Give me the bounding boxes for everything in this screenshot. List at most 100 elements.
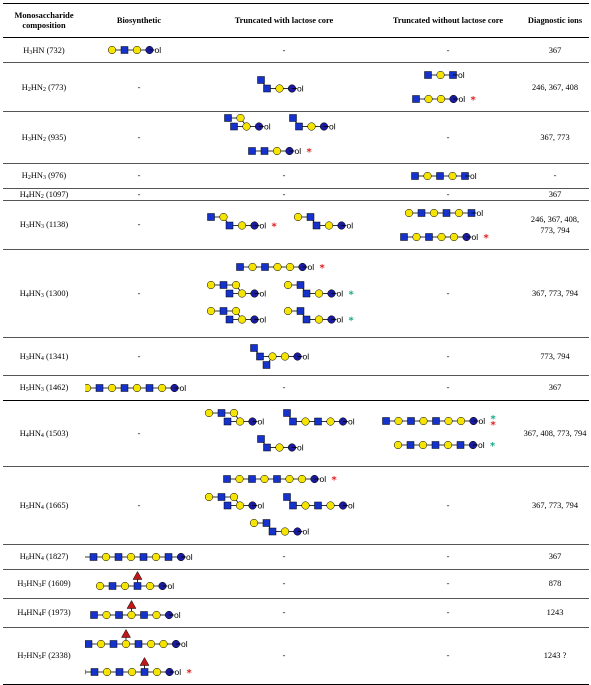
composition-hex: H: [19, 428, 26, 438]
glcnac-square-icon: [261, 146, 269, 155]
biosynthetic-cell: ol: [85, 598, 193, 627]
empty-dash: -: [282, 651, 286, 660]
composition-hex-count: 2: [27, 86, 31, 93]
composition-hexnac-count: 4: [40, 556, 44, 562]
glcnac-square-icon: [262, 443, 271, 452]
galactose-circle-icon: [159, 639, 168, 648]
diagnostic-ions-cell: 367, 773: [521, 112, 589, 164]
galactose-circle-icon: [437, 94, 446, 104]
marker-asterisk-icon: *: [490, 441, 496, 452]
glycan-structure: ol *: [283, 306, 355, 327]
composition-cell: H3HN3 (1138): [3, 200, 85, 249]
empty-dash: -: [137, 82, 141, 92]
glcnac-square-icon: [263, 360, 271, 369]
glcnac-square-icon: [436, 171, 444, 180]
table-row: H3HN2 (935) - ol ol ol * - 367, 773: [3, 112, 589, 164]
glcnac-square-icon: [411, 171, 419, 180]
fucose-triangle-icon: [126, 599, 136, 609]
reducing-end-label: ol: [259, 221, 266, 231]
galactose-circle-icon: [96, 639, 106, 648]
galactose-circle-icon: [103, 667, 112, 676]
composition-hex-count: 3: [25, 224, 29, 230]
composition-cell: H6HN4 (1827): [3, 544, 85, 569]
galactose-circle-icon: [457, 416, 466, 426]
fucose-triangle-icon: [132, 570, 143, 580]
biosynthetic-cell: -: [85, 400, 193, 466]
glcnac-square-icon: [306, 213, 315, 221]
empty-dash: -: [446, 500, 450, 510]
glycan-structure: ol *: [400, 232, 489, 244]
without-core-cell: -: [375, 466, 521, 544]
without-core-cell: ol: [375, 163, 521, 188]
galactose-circle-icon: [393, 440, 402, 450]
composition-cell: H3HN2 (935): [3, 112, 85, 164]
empty-dash: -: [137, 351, 141, 361]
galactose-circle-icon: [281, 527, 290, 536]
reducing-end-label: ol: [175, 667, 182, 677]
glycan-structure: ol: [256, 435, 304, 453]
diagnostic-ions-value: 367: [548, 552, 562, 561]
glcnac-square-icon: [296, 280, 305, 289]
diagnostic-ions-value: 367: [548, 45, 562, 55]
diagnostic-ions-value: -: [553, 171, 557, 180]
biosynthetic-cell: ol: [85, 569, 193, 598]
galactose-circle-icon: [236, 113, 245, 123]
galactose-circle-icon: [283, 306, 293, 316]
glycan-structure: ol: [85, 552, 193, 562]
galactose-circle-icon: [205, 492, 214, 501]
empty-dash: -: [446, 351, 450, 361]
composition-cell: H4HN4F (1973): [3, 598, 85, 627]
glycan-table: Monosaccharide composition Biosynthetic …: [3, 3, 589, 685]
galactose-circle-icon: [121, 639, 131, 648]
galactose-circle-icon: [237, 221, 246, 230]
reducing-end-label: ol: [307, 262, 314, 272]
glcnac-square-icon: [407, 417, 415, 425]
composition-mass: (935): [45, 132, 67, 142]
composition-hex-count: 5: [25, 387, 29, 393]
galactose-circle-icon: [242, 122, 251, 131]
composition-cell: H2HN3 (976): [3, 163, 85, 188]
glcnac-square-icon: [263, 519, 271, 527]
without-core-cell: ol ol *: [375, 63, 521, 112]
diagnostic-ions-cell: 1243: [521, 598, 589, 627]
reducing-end-label: ol: [337, 315, 344, 325]
glycan-structure: ol: [250, 343, 309, 369]
reducing-end-label: ol: [337, 288, 344, 298]
glcnac-square-icon: [146, 383, 154, 392]
galactose-circle-icon: [423, 171, 432, 180]
glcnac-square-icon: [425, 232, 433, 241]
table-row: H4HN3 (1300) - ol * ol ol * ol ol * - 367, 773, 794: [3, 249, 589, 337]
galactose-circle-icon: [151, 552, 161, 561]
composition-hexnac: HN: [28, 552, 41, 561]
composition-cell: H5HN4 (1665): [3, 466, 85, 544]
with-core-cell: -: [193, 38, 375, 63]
reducing-end-label: ol: [297, 443, 304, 453]
glcnac-square-icon: [89, 610, 98, 619]
composition-hexnac: HN: [28, 288, 41, 298]
composition-hexnac: HN: [28, 500, 41, 510]
galactose-circle-icon: [218, 213, 228, 222]
glycan-structure: ol *: [223, 474, 338, 486]
reducing-end-label: ol: [181, 639, 188, 649]
table-row: H3HN3 (1138) - ol * ol ol ol * 246, 367, 408, 773…: [3, 200, 589, 249]
glycan-table-figure: Monosaccharide composition Biosynthetic …: [3, 3, 589, 684]
composition-mass: (1609): [46, 579, 71, 588]
galactose-circle-icon: [158, 383, 167, 392]
galactose-circle-icon: [274, 84, 284, 93]
glycan-structure: ol: [205, 492, 264, 510]
galactose-circle-icon: [151, 610, 161, 619]
galactose-circle-icon: [108, 45, 117, 55]
galactose-circle-icon: [419, 416, 428, 426]
glycan-structure: ol: [205, 408, 264, 426]
galactose-circle-icon: [324, 221, 334, 230]
marker-asterisk-icon: *: [491, 420, 497, 431]
with-core-cell: -: [193, 627, 375, 684]
glcnac-square-icon: [139, 552, 148, 561]
composition-hexnac: HN: [30, 171, 43, 180]
diagnostic-ions-cell: 367: [521, 38, 589, 63]
empty-dash: -: [446, 608, 450, 617]
glycan-structure: ol: [404, 208, 483, 218]
reducing-end-label: ol: [297, 83, 304, 93]
biosynthetic-cell: -: [85, 200, 193, 249]
glcnac-square-icon: [456, 441, 464, 449]
